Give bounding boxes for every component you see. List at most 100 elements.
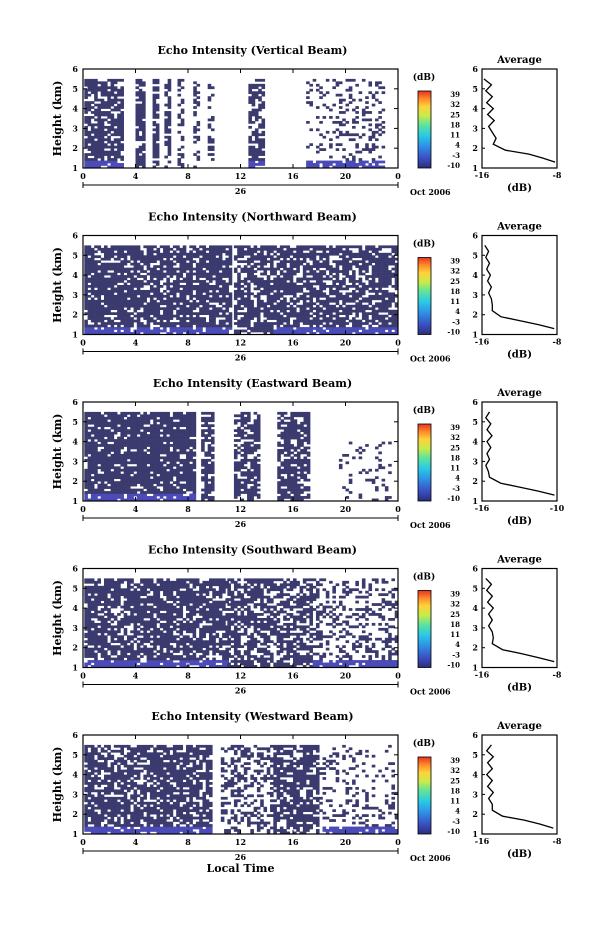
echo-cell [296,252,300,256]
echo-cell-strong [84,498,88,502]
echo-cell [306,304,310,308]
echo-cell [156,307,161,311]
echo-cell [149,257,154,261]
echo-cell [352,297,356,301]
echo-cell-strong [358,160,363,164]
echo-cell [283,275,287,278]
echo-cell-strong [365,332,369,335]
echo-cell [312,255,317,259]
echo-cell [365,287,369,291]
echo-cell [153,322,157,325]
echo-cell [182,250,187,254]
echo-cell [136,280,141,283]
echo-cell-strong [361,165,366,169]
echo-cell [233,444,238,447]
echo-cell [348,250,353,254]
echo-cell [348,262,353,266]
echo-cell [133,285,138,288]
echo-cell [345,285,350,288]
echo-cell [100,461,105,465]
echo-cell [348,304,353,308]
echo-cell [182,322,187,325]
echo-cell [325,324,330,328]
echo-cell [149,277,154,281]
echo-cell [240,421,245,425]
echo-cell [104,138,108,142]
echo-cell [205,247,210,251]
echo-cell [149,247,154,251]
echo-cell [130,317,134,320]
echo-cell-strong [322,160,327,164]
echo-cell [289,262,294,266]
echo-cell [225,257,229,261]
echo-cell [163,429,167,432]
echo-cell [273,277,277,281]
echo-cell [163,324,167,328]
echo-cell [126,421,131,425]
echo-cell-strong [107,329,111,333]
echo-cell [286,317,291,320]
echo-cell [130,312,134,315]
echo-cell [215,282,220,286]
echo-cell [182,262,187,266]
echo-cell-strong [94,496,98,499]
echo-cell [163,456,167,460]
echo-cell [113,289,118,293]
echo-cell [302,275,307,278]
echo-cell [126,481,131,484]
echo-cell [248,145,252,149]
echo-cell [237,294,241,298]
echo-cell [283,265,287,268]
echo-cell [113,444,118,447]
echo-cell [258,116,262,119]
echo-cell [195,262,200,266]
echo-cell [110,446,115,450]
echo-cell [113,449,118,452]
echo-cell [146,486,151,489]
echo-cell [256,252,261,256]
echo-cell [182,421,187,425]
echo-cell [189,322,193,325]
echo-cell [87,488,92,492]
echo-cell [104,322,108,325]
echo-cell [201,446,205,450]
echo-cell [225,307,229,311]
echo-cell [140,416,144,420]
echo-cell [293,247,297,251]
echo-cell [166,252,170,256]
echo-cell [138,91,143,95]
echo-cell [358,299,363,303]
echo-cell [136,439,141,442]
echo-cell [296,255,300,259]
echo-cell [87,466,92,470]
echo-cell [117,421,121,425]
echo-cell [176,322,180,325]
echo-cell [312,289,317,293]
echo-cell [251,158,256,161]
echo-cell [192,299,197,303]
echo-cell [309,302,313,306]
echo-cell [338,312,343,315]
echo-cell [352,270,356,273]
echo-cell [104,86,108,90]
echo-cell-strong [117,493,121,497]
echo-cell [276,292,281,296]
echo-cell [120,78,124,82]
echo-cell [136,473,141,477]
echo-cell-strong [182,329,187,333]
echo-cell [90,148,95,151]
echo-cell [394,262,399,266]
echo-cell [384,282,389,286]
echo-cell [186,255,190,259]
echo-cell [176,247,180,251]
echo-cell [207,411,212,415]
echo-cell-strong [113,493,118,497]
echo-cell [266,307,271,311]
echo-cell [270,302,274,306]
echo-cell-strong [332,165,336,169]
echo-cell [179,307,184,311]
echo-cell [202,272,207,276]
echo-cell [133,491,138,494]
echo-cell [394,302,399,306]
echo-cell [90,461,95,465]
